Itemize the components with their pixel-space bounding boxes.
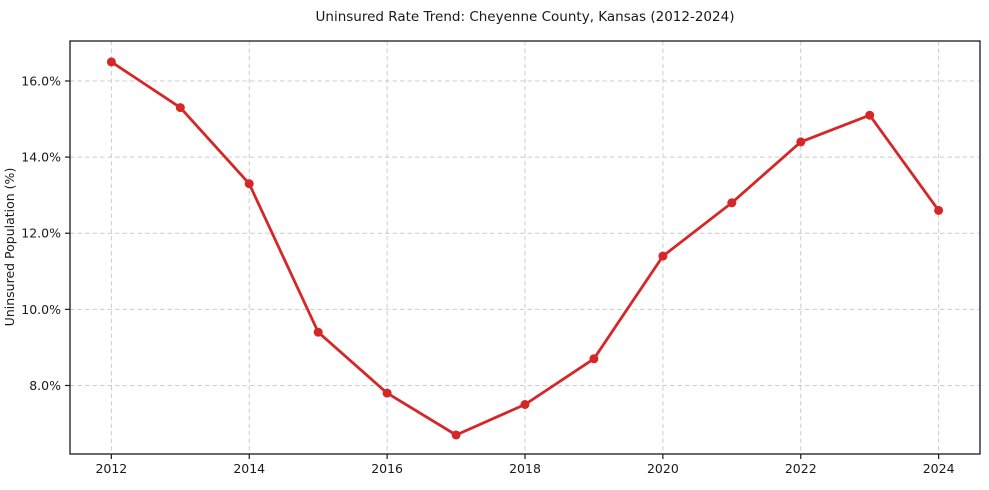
- x-tick-label: 2024: [923, 461, 955, 476]
- data-point-2024: [934, 205, 944, 215]
- data-point-2015: [313, 327, 323, 337]
- grid-layer: [70, 41, 980, 454]
- y-tick-label: 12.0%: [21, 226, 61, 241]
- y-tick-label: 14.0%: [21, 150, 61, 165]
- x-tick-label: 2018: [509, 461, 541, 476]
- axes-layer: 2012 2014 2016 2018 2020 2022 2024 8.0% 10.0% 12.…: [21, 40, 981, 476]
- data-point-2013: [175, 103, 185, 113]
- y-axis-label: Uninsured Population (%): [2, 168, 17, 327]
- data-point-2012: [106, 57, 116, 67]
- y-tick-label: 16.0%: [21, 73, 61, 88]
- data-point-2019: [589, 354, 599, 364]
- data-point-2014: [244, 179, 254, 189]
- data-point-2022: [796, 137, 806, 147]
- x-tick-label: 2020: [647, 461, 679, 476]
- y-tick-label: 8.0%: [29, 378, 61, 393]
- x-tick-label: 2014: [233, 461, 265, 476]
- data-point-2018: [520, 400, 530, 409]
- data-point-2023: [865, 110, 875, 120]
- chart-title: Uninsured Rate Trend: Cheyenne County, K…: [316, 9, 735, 25]
- y-tick-label: 10.0%: [21, 302, 61, 317]
- data-point-2016: [382, 388, 392, 398]
- x-tick-label: 2012: [95, 461, 127, 476]
- data-point-2017: [451, 430, 461, 440]
- series-layer: [106, 57, 944, 440]
- data-point-2020: [658, 251, 668, 261]
- data-point-2021: [727, 198, 737, 208]
- x-tick-label: 2022: [785, 461, 817, 476]
- x-tick-label: 2016: [371, 461, 403, 476]
